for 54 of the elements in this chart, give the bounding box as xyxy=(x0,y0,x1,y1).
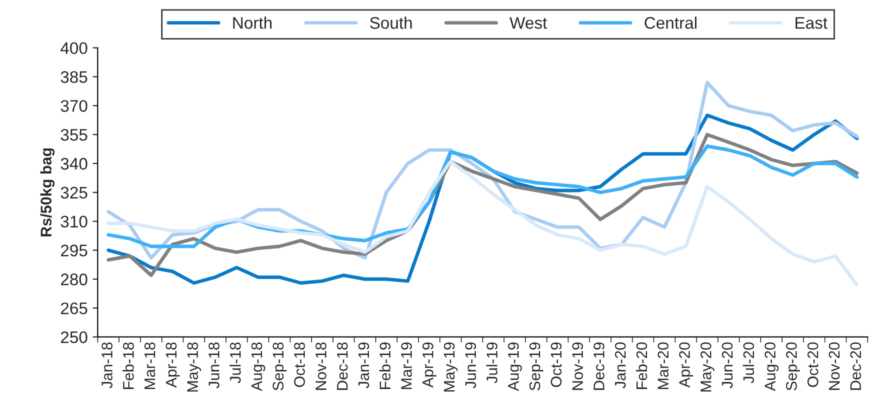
x-tick-label: Sep-19 xyxy=(529,342,544,390)
legend-label: West xyxy=(510,17,548,29)
x-tick-label: Feb-18 xyxy=(122,342,134,389)
x-tick-label: Oct-19 xyxy=(550,342,562,387)
x-tick-label: Oct-18 xyxy=(294,342,305,387)
y-tick-label: 385 xyxy=(60,71,88,83)
x-tick-label: Apr-19 xyxy=(422,342,436,388)
x-tick-label: Apr-18 xyxy=(166,342,180,388)
y-tick-label: 400 xyxy=(60,42,88,54)
x-tick-label: May-18 xyxy=(187,342,202,392)
x-tick-label: Jul-20 xyxy=(742,342,754,384)
x-tick-label: Nov-18 xyxy=(316,342,326,390)
x-tick-label: Mar-19 xyxy=(401,342,412,389)
y-tick-label: 325 xyxy=(60,186,88,199)
y-tick-label: 280 xyxy=(60,274,88,286)
y-axis-title: Rs/50kg bag xyxy=(40,148,55,236)
x-tick-label: Nov-19 xyxy=(572,342,583,390)
x-tick-label: Jul-19 xyxy=(486,342,498,384)
y-tick-label: 340 xyxy=(60,158,88,170)
x-tick-label: Aug-20 xyxy=(764,342,779,392)
x-tick-label: Sep-18 xyxy=(272,342,287,390)
y-tick-label: 310 xyxy=(60,216,88,228)
x-tick-label: Apr-20 xyxy=(679,342,693,388)
x-tick-label: Dec-18 xyxy=(336,342,348,390)
x-tick-label: Jun-20 xyxy=(722,342,733,388)
legend-label: Central xyxy=(644,16,696,29)
x-tick-label: May-20 xyxy=(700,342,714,392)
x-tick-label: Oct-20 xyxy=(807,342,818,387)
x-tick-label: Jan-19 xyxy=(358,342,370,388)
y-tick-label: 295 xyxy=(60,244,88,256)
x-tick-label: Feb-20 xyxy=(636,342,648,389)
x-tick-label: Jun-18 xyxy=(208,342,220,388)
y-tick-label: 250 xyxy=(60,331,88,344)
legend-label: South xyxy=(370,16,412,29)
x-tick-label: Feb-19 xyxy=(379,342,391,389)
y-tick-label: 265 xyxy=(60,302,88,314)
x-tick-label: Jan-20 xyxy=(614,342,626,388)
line-series xyxy=(106,160,859,287)
x-tick-label: Sep-20 xyxy=(786,342,800,390)
x-tick-label: Aug-19 xyxy=(508,342,522,392)
legend-label: North xyxy=(233,16,272,29)
x-tick-label: Jun-19 xyxy=(465,342,476,388)
x-tick-label: Dec-19 xyxy=(594,342,604,390)
y-tick-label: 355 xyxy=(60,128,88,141)
legend-label: East xyxy=(796,17,828,29)
x-tick-label: Jul-18 xyxy=(230,342,241,384)
x-tick-label: Dec-20 xyxy=(850,342,862,390)
x-tick-label: Mar-18 xyxy=(144,342,156,389)
x-tick-label: Aug-18 xyxy=(251,342,266,392)
x-tick-label: Nov-20 xyxy=(828,342,840,390)
x-tick-label: Jan-18 xyxy=(102,342,112,388)
y-tick-label: 370 xyxy=(60,100,88,112)
x-tick-label: May-19 xyxy=(444,342,458,392)
x-tick-label: Mar-20 xyxy=(658,342,669,389)
